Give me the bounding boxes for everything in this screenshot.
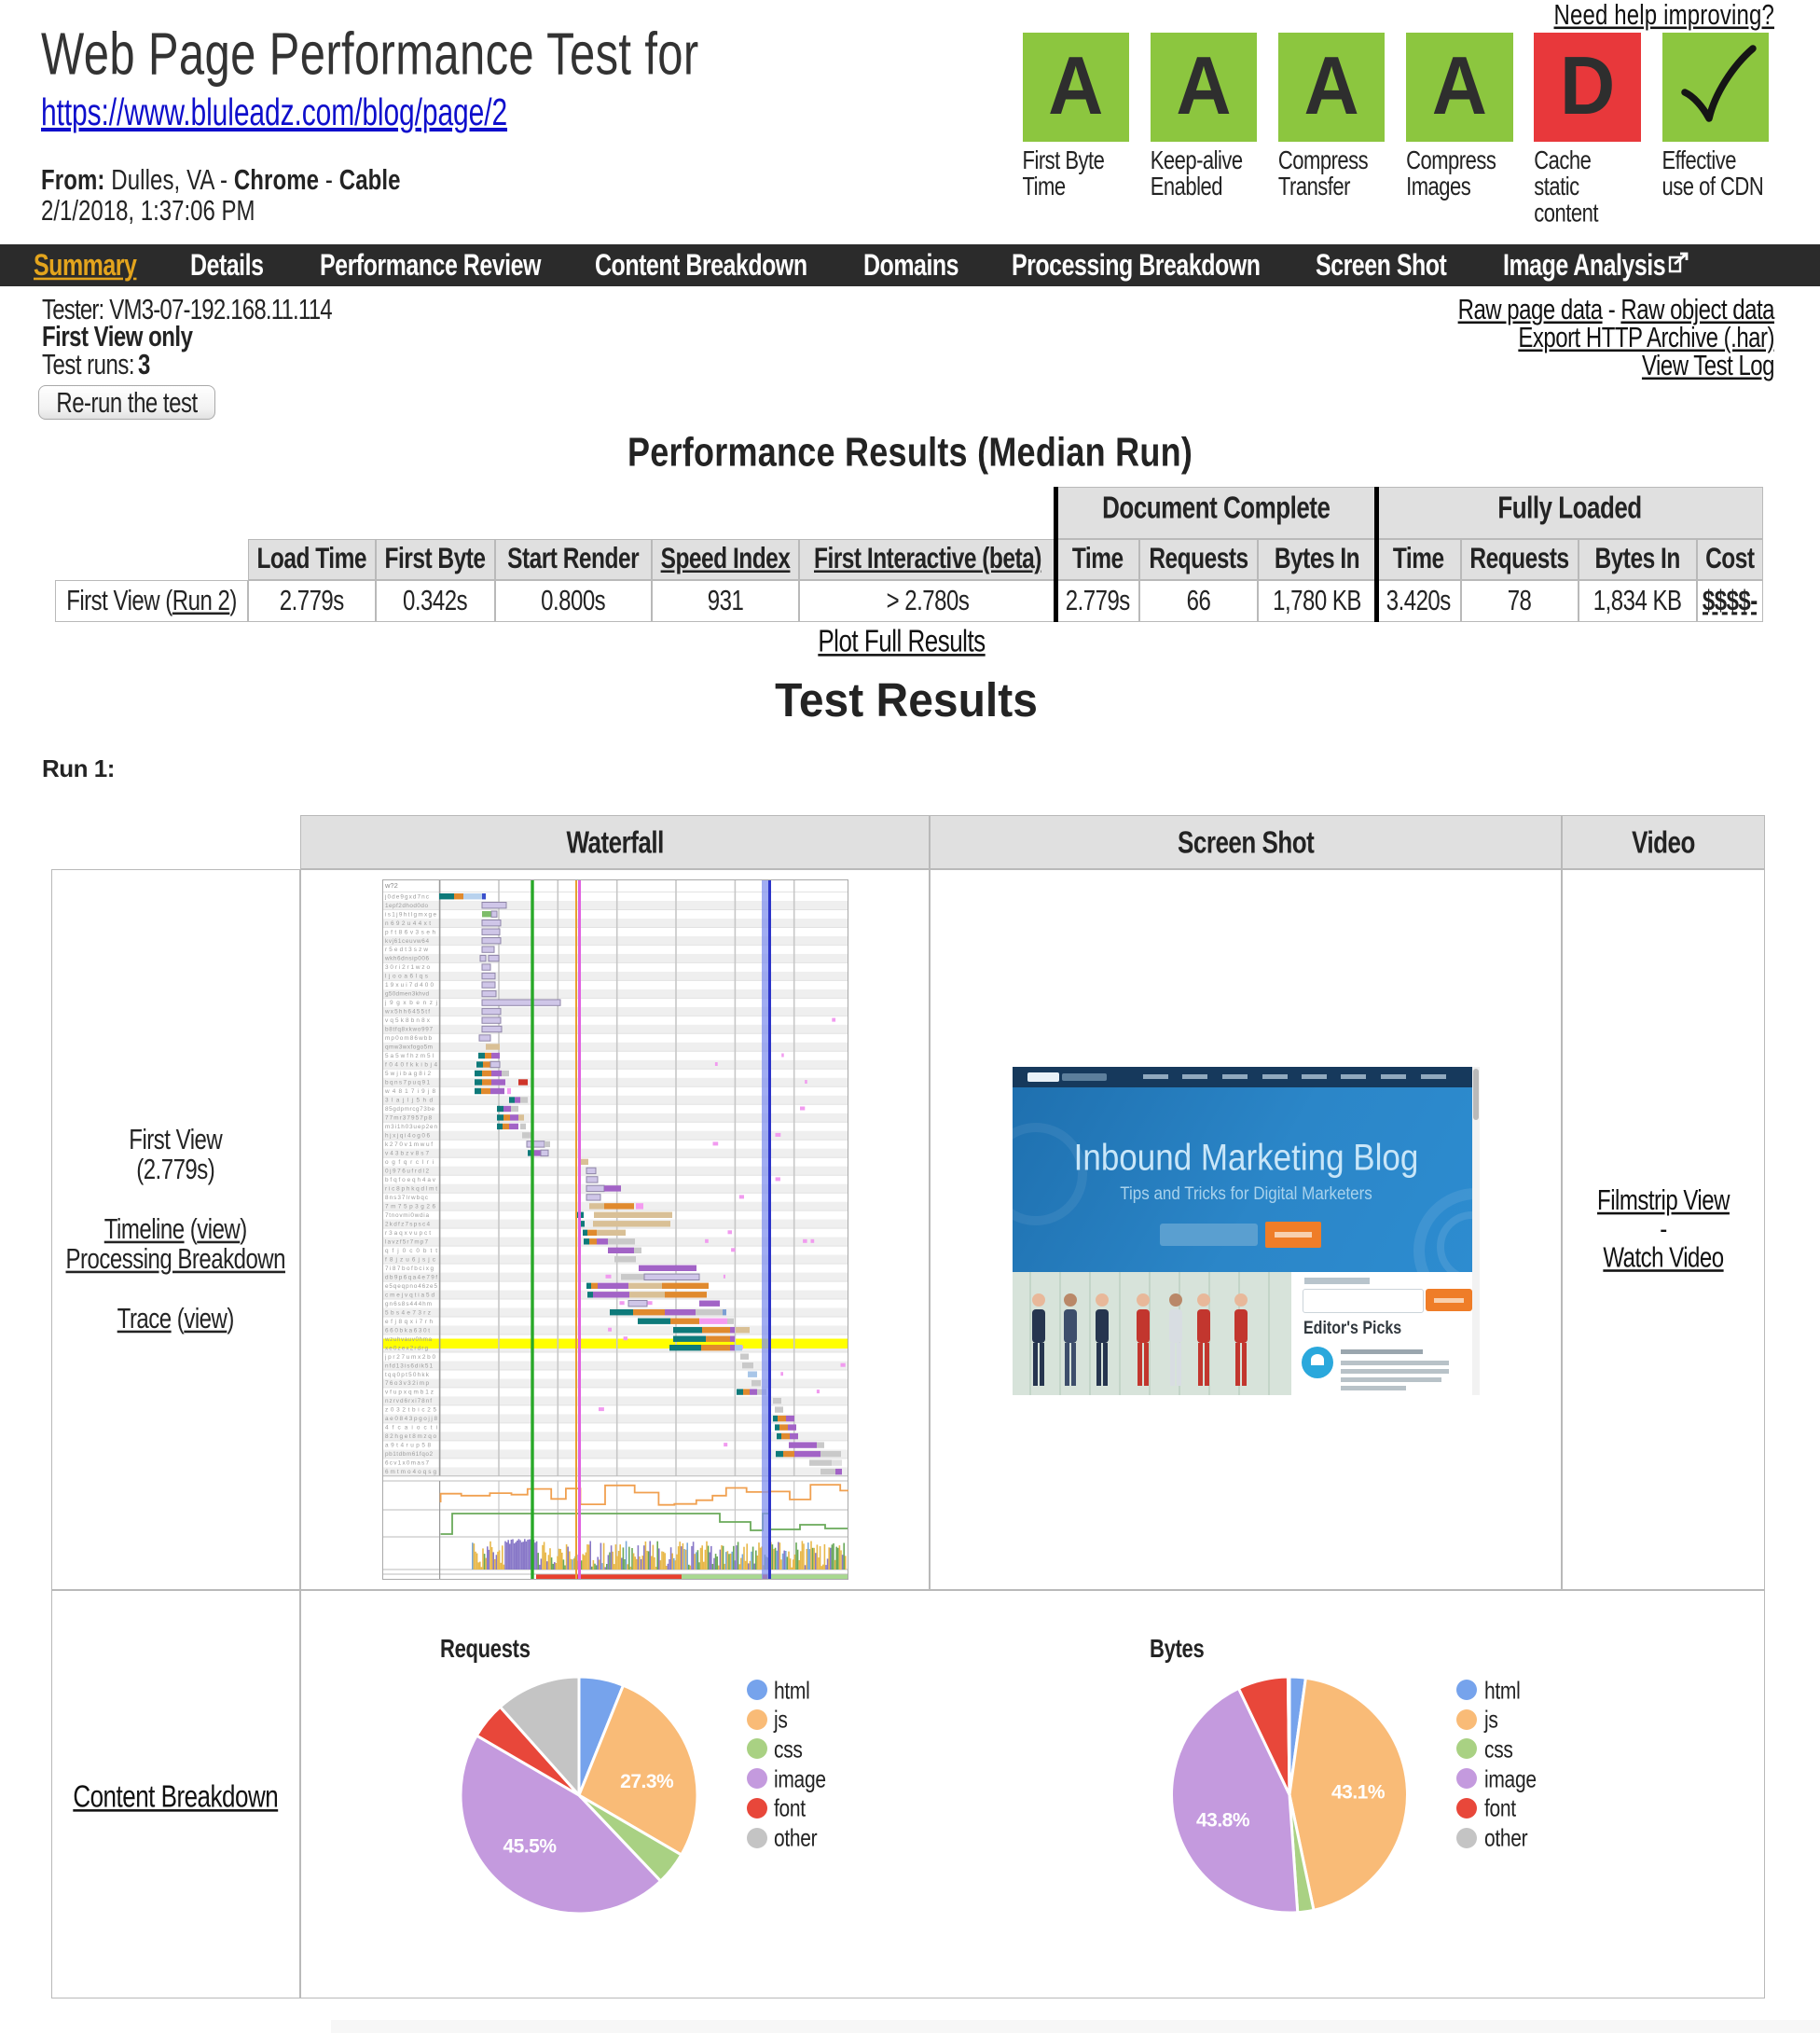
svg-text:nfd13is6dik51: nfd13is6dik51: [385, 1362, 433, 1369]
svg-text:30ri2r1wzo: 30ri2r1wzo: [385, 964, 430, 971]
svg-text:19xui7d400: 19xui7d400: [385, 982, 434, 989]
svg-text:b8tfq8xkwo997: b8tfq8xkwo997: [385, 1027, 433, 1033]
svg-text:nzrvd6rxi78nf: nzrvd6rxi78nf: [385, 1398, 432, 1404]
svg-text:85gdpmrcg73be: 85gdpmrcg73be: [385, 1106, 434, 1113]
svg-text:7m75p3g26: 7m75p3g26: [385, 1204, 435, 1210]
svg-text:pft86v3seh: pft86v3seh: [385, 929, 435, 935]
svg-text:gn6s8s444hm: gn6s8s444hm: [385, 1301, 432, 1307]
svg-text:hjxjqi4og06: hjxjqi4og06: [385, 1133, 430, 1140]
svg-text:cmejvqtia5d: cmejvqtia5d: [385, 1292, 434, 1298]
svg-text:5wjibag8i2: 5wjibag8i2: [385, 1071, 431, 1077]
svg-text:bqns7puq91: bqns7puq91: [385, 1080, 430, 1086]
svg-text:77mr37957p8: 77mr37957p8: [385, 1115, 432, 1122]
svg-text:vfupxqmb1z: vfupxqmb1z: [385, 1390, 434, 1396]
svg-text:7tnovmi0wdia: 7tnovmi0wdia: [385, 1212, 429, 1219]
svg-text:kvj61ceuvw64: kvj61ceuvw64: [385, 938, 429, 945]
svg-text:4fcaiocti: 4fcaiocti: [385, 1425, 437, 1431]
svg-text:e5qeqpno46ze5: e5qeqpno46ze5: [385, 1283, 437, 1290]
svg-text:pb1tdbm61fqo2: pb1tdbm61fqo2: [385, 1451, 433, 1458]
svg-text:g50dmen3khvd: g50dmen3khvd: [385, 991, 429, 998]
svg-text:k270v1mwuf: k270v1mwuf: [385, 1141, 433, 1148]
svg-text:n692u44xt: n692u44xt: [385, 920, 431, 927]
svg-text:mp0om86wbb: mp0om86wbb: [385, 1035, 432, 1042]
svg-text:6cv1x0mas7: 6cv1x0mas7: [385, 1460, 429, 1467]
svg-text:qmw3wxfogo5m: qmw3wxfogo5m: [385, 1044, 433, 1051]
svg-text:5bs4e73rz: 5bs4e73rz: [385, 1309, 431, 1316]
svg-text:ric8phkqdlmt: ric8phkqdlmt: [385, 1186, 437, 1193]
svg-text:wkh6dnsip006: wkh6dnsip006: [384, 956, 429, 962]
svg-text:f040fkkibj4: f040fkkibj4: [385, 1062, 437, 1069]
svg-text:qfj0c0btt: qfj0c0btt: [385, 1248, 437, 1254]
svg-text:76o3v32imp: 76o3v32imp: [385, 1380, 429, 1387]
svg-text:v43bzv8s7: v43bzv8s7: [385, 1151, 429, 1157]
svg-text:wzuhvauv0hma: wzuhvauv0hma: [384, 1336, 432, 1343]
svg-text:1epf2dhod0do: 1epf2dhod0do: [385, 903, 428, 909]
svg-text:vq5k8bn8x: vq5k8bn8x: [385, 1017, 431, 1024]
svg-text:8ns37lrwbqc: 8ns37lrwbqc: [385, 1195, 429, 1201]
svg-text:ljooa6lqs: ljooa6lqs: [385, 974, 428, 980]
svg-text:0j976ufrdl2: 0j976ufrdl2: [385, 1169, 429, 1175]
svg-text:wx5hh6455tf: wx5hh6455tf: [384, 1009, 430, 1016]
svg-text:7i87bofbcixg: 7i87bofbcixg: [385, 1265, 434, 1272]
svg-text:m3i1h03uep2en: m3i1h03uep2en: [385, 1124, 437, 1130]
svg-text:2kdfz7spsc4: 2kdfz7spsc4: [385, 1221, 430, 1227]
svg-text:j9gxbenzj: j9gxbenzj: [384, 1000, 437, 1006]
svg-text:w?2: w?2: [384, 881, 398, 890]
svg-text:lavzf5r7mp7: lavzf5r7mp7: [385, 1238, 428, 1245]
svg-text:5a5wfhzm5l: 5a5wfhzm5l: [385, 1053, 434, 1059]
svg-text:j0de9gxd7nc: j0de9gxd7nc: [384, 893, 430, 900]
svg-text:is1j9htlgmxge: is1j9htlgmxge: [385, 911, 436, 918]
svg-text:ae0843pgojj8: ae0843pgojj8: [385, 1416, 437, 1422]
svg-text:db9p6qa4e79f: db9p6qa4e79f: [385, 1274, 437, 1280]
svg-text:xe0zex2rdrg: xe0zex2rdrg: [385, 1345, 428, 1351]
